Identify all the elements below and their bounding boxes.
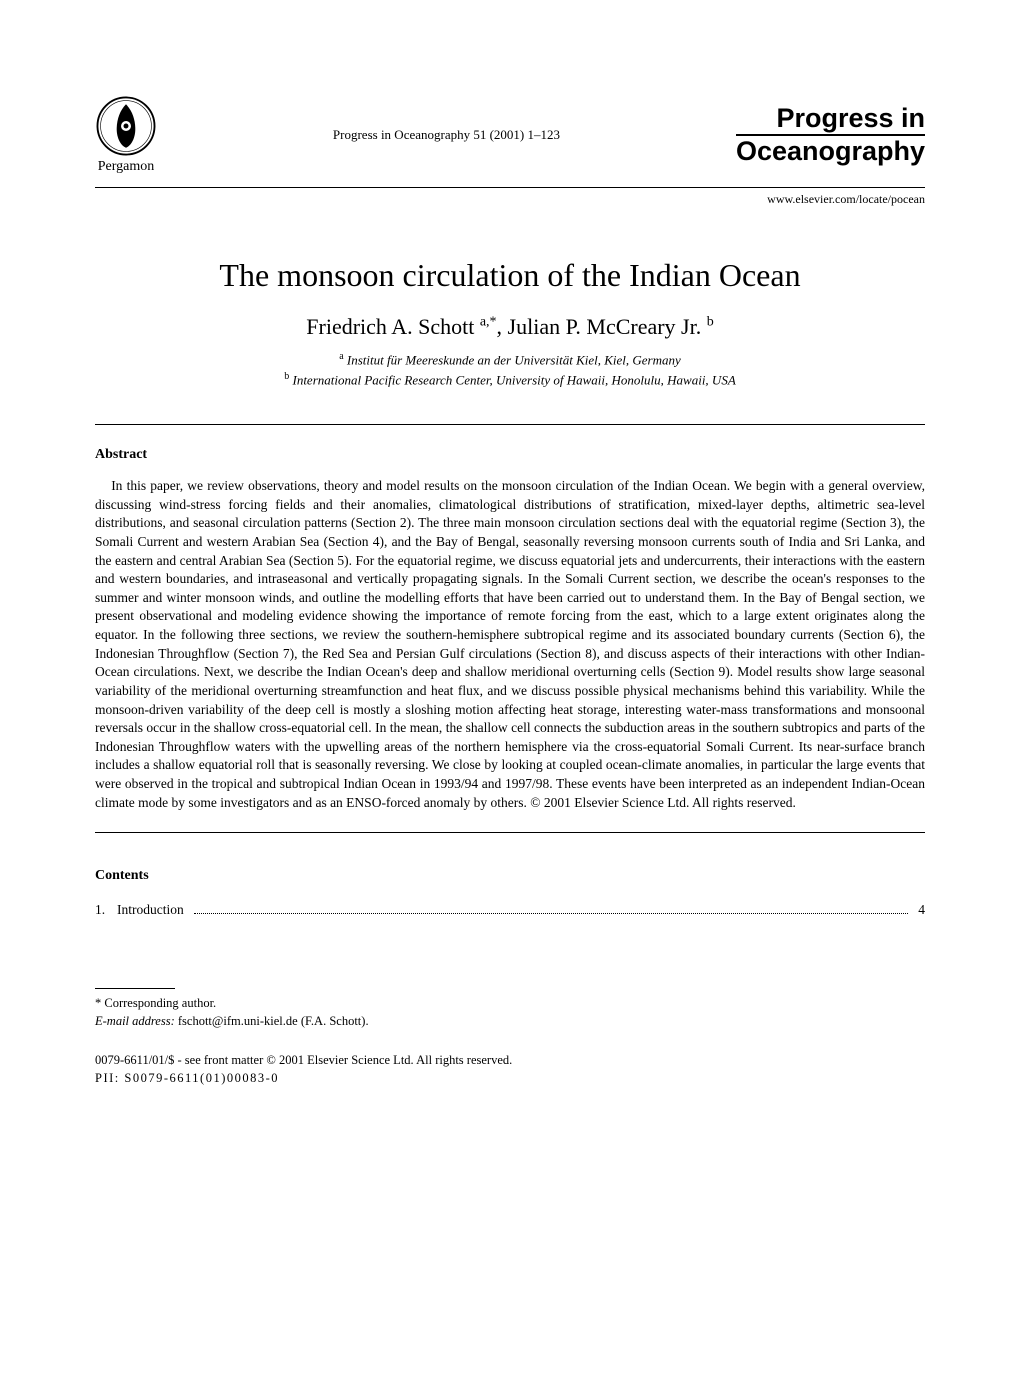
footnote: * Corresponding author. E-mail address: … (95, 995, 925, 1030)
email-label: E-mail address: (95, 1014, 175, 1028)
email-line: E-mail address: fschott@ifm.uni-kiel.de … (95, 1013, 925, 1031)
toc-number: 1. (95, 902, 117, 918)
abstract-body: In this paper, we review observations, t… (95, 477, 925, 812)
paper-title: The monsoon circulation of the Indian Oc… (95, 257, 925, 294)
publisher-logo: Pergamon (95, 95, 157, 175)
affiliation-b: b International Pacific Research Center,… (95, 370, 925, 390)
website-url: www.elsevier.com/locate/pocean (95, 192, 925, 207)
abstract-heading: Abstract (95, 447, 925, 463)
toc-page: 4 (912, 902, 925, 918)
toc-dots (194, 898, 909, 914)
affiliations: a Institut für Meereskunde an der Univer… (95, 350, 925, 389)
toc-label: Introduction (117, 902, 190, 918)
journal-logo: Progress in Oceanography (736, 105, 925, 165)
affiliation-a: a Institut für Meereskunde an der Univer… (95, 350, 925, 370)
header-divider (95, 187, 925, 188)
email-value: fschott@ifm.uni-kiel.de (F.A. Schott). (178, 1014, 369, 1028)
authors: Friedrich A. Schott a,*, Julian P. McCre… (95, 314, 925, 340)
footnote-rule (95, 988, 175, 989)
pii-line: PII: S0079-6611(01)00083-0 (95, 1070, 925, 1088)
copyright-line1: 0079-6611/01/$ - see front matter © 2001… (95, 1052, 925, 1070)
journal-citation: Progress in Oceanography 51 (2001) 1–123 (157, 127, 736, 143)
publisher-name: Pergamon (98, 159, 155, 175)
contents-heading: Contents (95, 868, 925, 884)
toc-row: 1. Introduction 4 (95, 902, 925, 918)
rule-below-abstract (95, 832, 925, 833)
journal-title-line2: Oceanography (736, 134, 925, 165)
header-row: Pergamon Progress in Oceanography 51 (20… (95, 95, 925, 175)
pergamon-icon (95, 95, 157, 157)
copyright-block: 0079-6611/01/$ - see front matter © 2001… (95, 1052, 925, 1087)
journal-title-line1: Progress in (736, 105, 925, 132)
corresponding-author: * Corresponding author. (95, 995, 925, 1013)
rule-above-abstract (95, 424, 925, 425)
